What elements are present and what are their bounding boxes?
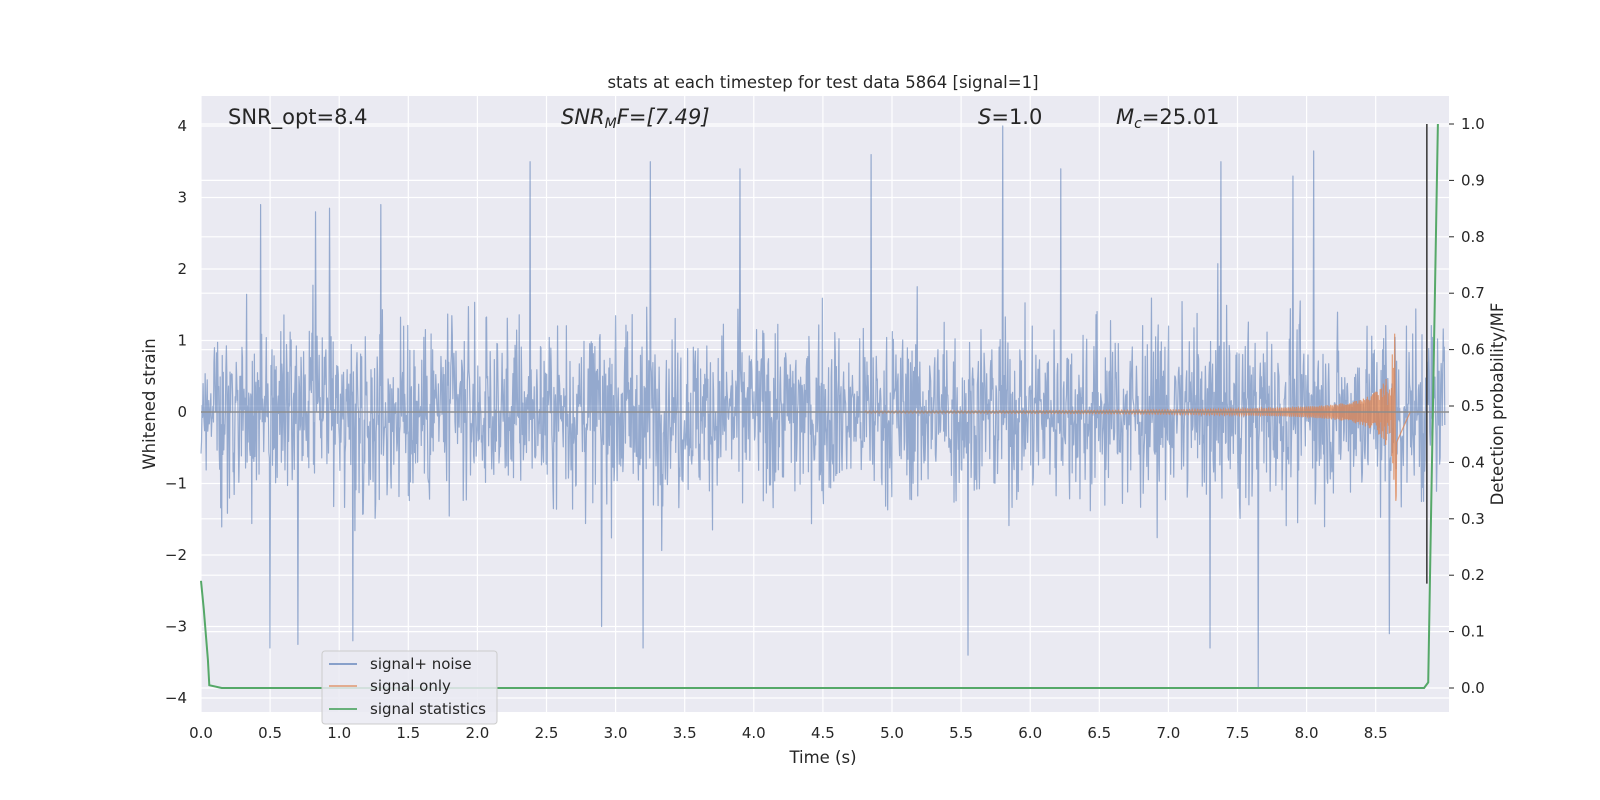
mc-value: =25.01 <box>1142 105 1220 129</box>
x-tick-label-14: 7.0 <box>1156 724 1180 742</box>
annotation-mc: Mc=25.01 <box>1116 105 1220 132</box>
x-tick-label-5: 2.5 <box>535 724 559 742</box>
y2-axis-label: Detection probability/MF <box>1488 303 1507 506</box>
y2-tick-label-7: 0.7 <box>1461 284 1485 302</box>
y2-tick-label-3: 0.3 <box>1461 510 1485 528</box>
y-tick-label-4: 0 <box>177 403 187 421</box>
x-tick-label-3: 1.5 <box>396 724 420 742</box>
y2-tick-label-9: 0.9 <box>1461 171 1485 189</box>
y2-tick-label-6: 0.6 <box>1461 341 1485 359</box>
x-tick-label-17: 8.5 <box>1364 724 1388 742</box>
y2-tick-label-4: 0.4 <box>1461 453 1485 471</box>
y-axis-label: Whitened strain <box>140 338 159 469</box>
x-tick-label-9: 4.5 <box>811 724 835 742</box>
y2-tick-label-0: 0.0 <box>1461 679 1485 697</box>
x-tick-label-0: 0.0 <box>189 724 213 742</box>
legend: signal+ noise signal only signal statist… <box>321 650 498 725</box>
x-tick-label-15: 7.5 <box>1226 724 1250 742</box>
x-tick-label-2: 1.0 <box>327 724 351 742</box>
x-tick-label-13: 6.5 <box>1087 724 1111 742</box>
y-tick-label-1: −3 <box>165 618 187 636</box>
annotation-snr-mf: SNRMF=[7.49] <box>561 105 710 132</box>
legend-label-signal-only: signal only <box>370 677 451 695</box>
y2-tick-label-2: 0.2 <box>1461 566 1485 584</box>
snr-mf-sub: M <box>605 116 617 132</box>
x-tick-label-12: 6.0 <box>1018 724 1042 742</box>
x-tick-label-10: 5.0 <box>880 724 904 742</box>
y-tick-label-5: 1 <box>177 332 187 350</box>
right-axis-grid <box>201 123 1449 689</box>
x-tick-label-6: 3.0 <box>604 724 628 742</box>
s-value: =1.0 <box>991 105 1042 129</box>
series-signal-statistics <box>200 123 1439 689</box>
x-tick-label-11: 5.5 <box>949 724 973 742</box>
x-tick-labels: 0.0 0.5 1.0 1.5 2.0 2.5 3.0 3.5 4.0 4.5 5.0 5.5 6.0 6… <box>189 724 1388 742</box>
y-tick-label-8: 4 <box>177 117 187 135</box>
y-tick-label-3: −1 <box>165 475 187 493</box>
mc-sub: c <box>1134 116 1142 132</box>
legend-box <box>321 650 498 725</box>
series-signal-noise <box>200 125 1446 688</box>
y-tick-labels: −4 −3 −2 −1 0 1 2 3 4 <box>165 117 187 707</box>
legend-label-signal-statistics: signal statistics <box>370 700 486 718</box>
y-tick-label-7: 3 <box>177 189 187 207</box>
mc-base: M <box>1116 105 1134 129</box>
snr-mf-base: SNR <box>561 105 605 129</box>
legend-label-signal-noise: signal+ noise <box>370 655 472 673</box>
annotation-snr-opt: SNR_opt=8.4 <box>228 105 368 130</box>
x-tick-label-4: 2.0 <box>465 724 489 742</box>
snr-mf-f: F=[7.49] <box>617 105 710 129</box>
x-tick-label-1: 0.5 <box>258 724 282 742</box>
annotation-s: S=1.0 <box>978 105 1042 129</box>
y-tick-label-0: −4 <box>165 689 187 707</box>
series-signal-noise-line <box>200 125 1446 688</box>
y2-tick-label-10: 1.0 <box>1461 115 1485 133</box>
chart-title: stats at each timestep for test data 586… <box>607 73 1038 92</box>
y2-tick-labels: 0.0 0.1 0.2 0.3 0.4 0.5 0.6 0.7 0.8 0.9 1.0 <box>1449 115 1485 697</box>
x-tick-label-8: 4.0 <box>742 724 766 742</box>
y2-tick-label-8: 0.8 <box>1461 228 1485 246</box>
y2-tick-label-5: 0.5 <box>1461 397 1485 415</box>
y-tick-label-2: −2 <box>165 546 187 564</box>
s-label: S <box>978 105 991 129</box>
x-tick-label-7: 3.5 <box>673 724 697 742</box>
x-tick-label-16: 8.0 <box>1295 724 1319 742</box>
x-axis-label: Time (s) <box>788 748 856 767</box>
y2-tick-label-1: 0.1 <box>1461 623 1485 641</box>
y-tick-label-6: 2 <box>177 260 187 278</box>
